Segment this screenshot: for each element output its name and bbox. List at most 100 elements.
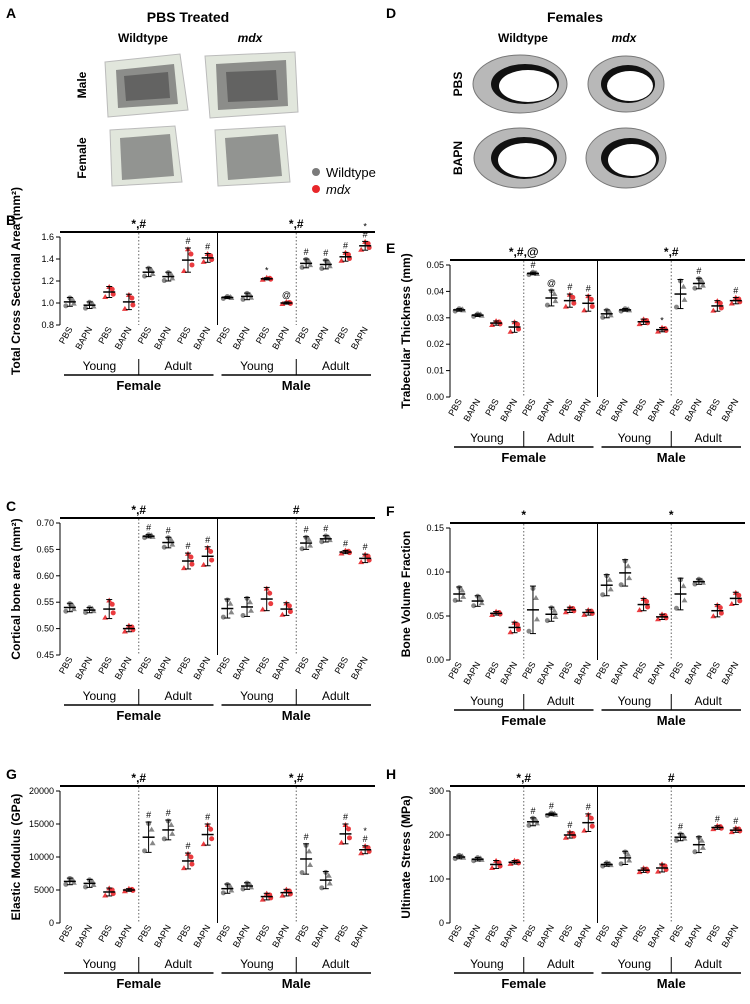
significance-mark: # bbox=[343, 240, 348, 250]
sample-triangle bbox=[533, 616, 540, 622]
sample-triangle bbox=[607, 586, 614, 592]
sample-triangle bbox=[728, 829, 735, 835]
significance-mark: # bbox=[304, 247, 309, 257]
y-tick-label: 300 bbox=[429, 786, 444, 796]
treatment-label: BAPN bbox=[572, 397, 593, 423]
sample-dot bbox=[188, 251, 194, 257]
sex-group-label: Female bbox=[501, 713, 546, 728]
sample-dot bbox=[718, 610, 724, 616]
data-point: # bbox=[673, 822, 688, 843]
age-group-label: Adult bbox=[164, 689, 192, 703]
significance-mark: # bbox=[166, 808, 171, 818]
sample-dot bbox=[189, 861, 195, 867]
sample-dot bbox=[189, 561, 195, 567]
legend-wildtype-label: Wildtype bbox=[326, 165, 376, 180]
treatment-label: BAPN bbox=[720, 923, 741, 949]
data-point: # bbox=[581, 283, 595, 313]
significance-mark: # bbox=[530, 806, 535, 816]
treatment-label: BAPN bbox=[572, 923, 593, 949]
data-point bbox=[83, 299, 97, 311]
significance-mark: # bbox=[166, 525, 171, 535]
treatment-label: PBS bbox=[520, 923, 538, 944]
sample-triangle bbox=[227, 600, 234, 606]
treatment-label: PBS bbox=[57, 923, 75, 944]
significance-mark: # bbox=[343, 812, 348, 822]
sex-group-label: Male bbox=[657, 713, 686, 728]
sample-dot bbox=[299, 546, 305, 552]
data-point bbox=[63, 601, 77, 614]
data-point bbox=[259, 890, 274, 902]
sample-triangle bbox=[728, 600, 735, 606]
age-group-label: Adult bbox=[694, 431, 722, 445]
y-tick-label: 0.02 bbox=[426, 339, 444, 349]
data-point bbox=[121, 885, 136, 894]
sample-triangle bbox=[248, 607, 255, 613]
sample-dot bbox=[189, 262, 195, 268]
treatment-label: PBS bbox=[214, 325, 232, 346]
data-point: # bbox=[161, 808, 176, 842]
sample-dot bbox=[142, 273, 148, 279]
significance-mark: * bbox=[660, 316, 664, 326]
data-point bbox=[655, 861, 669, 874]
sample-triangle bbox=[279, 611, 286, 617]
significance-mark: # bbox=[205, 812, 210, 822]
sample-triangle bbox=[681, 835, 688, 841]
sample-triangle bbox=[562, 303, 569, 309]
y-axis-label: Cortical bone area (mm²) bbox=[9, 518, 23, 659]
age-group-label: Adult bbox=[694, 694, 722, 708]
age-group-label: Adult bbox=[694, 957, 722, 971]
data-point bbox=[489, 318, 503, 327]
sample-dot bbox=[240, 613, 246, 619]
y-tick-label: 0.65 bbox=[36, 544, 54, 554]
treatment-label: BAPN bbox=[349, 655, 370, 681]
treatment-label: PBS bbox=[557, 397, 575, 418]
data-point: * bbox=[655, 316, 669, 334]
sample-triangle bbox=[489, 611, 496, 617]
treatment-label: PBS bbox=[557, 923, 575, 944]
y-tick-label: 0 bbox=[49, 918, 54, 928]
data-point: # bbox=[526, 806, 540, 828]
significance-label-male: # bbox=[293, 503, 300, 517]
sample-dot bbox=[161, 278, 167, 284]
data-point: # bbox=[200, 242, 215, 264]
significance-label-male: * bbox=[669, 508, 674, 522]
data-point bbox=[279, 600, 293, 617]
sample-triangle bbox=[169, 541, 176, 547]
sample-triangle bbox=[532, 594, 539, 600]
treatment-label: BAPN bbox=[609, 660, 630, 686]
y-tick-label: 1.4 bbox=[41, 254, 54, 264]
sample-dot bbox=[346, 835, 352, 841]
treatment-label: BAPN bbox=[73, 923, 94, 949]
significance-label-male: # bbox=[668, 771, 675, 785]
treatment-label: BAPN bbox=[113, 325, 134, 351]
age-group-label: Young bbox=[618, 957, 652, 971]
panel-a-col-wildtype: Wildtype bbox=[118, 31, 168, 45]
legend-mdx-label: mdx bbox=[326, 182, 351, 197]
sex-group-label: Female bbox=[501, 450, 546, 465]
treatment-label: PBS bbox=[96, 923, 114, 944]
data-point: # bbox=[562, 282, 577, 309]
panel-letter-d: D bbox=[386, 5, 396, 21]
data-point bbox=[471, 593, 485, 609]
sample-triangle bbox=[606, 308, 613, 314]
sample-dot bbox=[544, 302, 550, 308]
significance-label-female: *,# bbox=[516, 771, 531, 785]
panel-letter: B bbox=[6, 212, 16, 228]
data-point: # bbox=[692, 266, 706, 291]
panel-letter: F bbox=[386, 503, 395, 519]
microct-image-female-mdx bbox=[214, 125, 291, 187]
age-group-label: Adult bbox=[547, 431, 575, 445]
significance-mark: # bbox=[696, 266, 701, 276]
sample-triangle bbox=[228, 609, 235, 615]
sex-group-label: Male bbox=[657, 976, 686, 991]
sample-triangle bbox=[69, 296, 76, 302]
sample-triangle bbox=[148, 826, 155, 832]
treatment-label: BAPN bbox=[349, 923, 370, 949]
cortical-image-bapn-wildtype bbox=[473, 127, 567, 189]
sample-dot bbox=[63, 881, 69, 887]
treatment-label: BAPN bbox=[310, 325, 331, 351]
treatment-label: PBS bbox=[254, 923, 272, 944]
treatment-label: BAPN bbox=[231, 923, 252, 949]
data-point: # bbox=[299, 247, 314, 270]
